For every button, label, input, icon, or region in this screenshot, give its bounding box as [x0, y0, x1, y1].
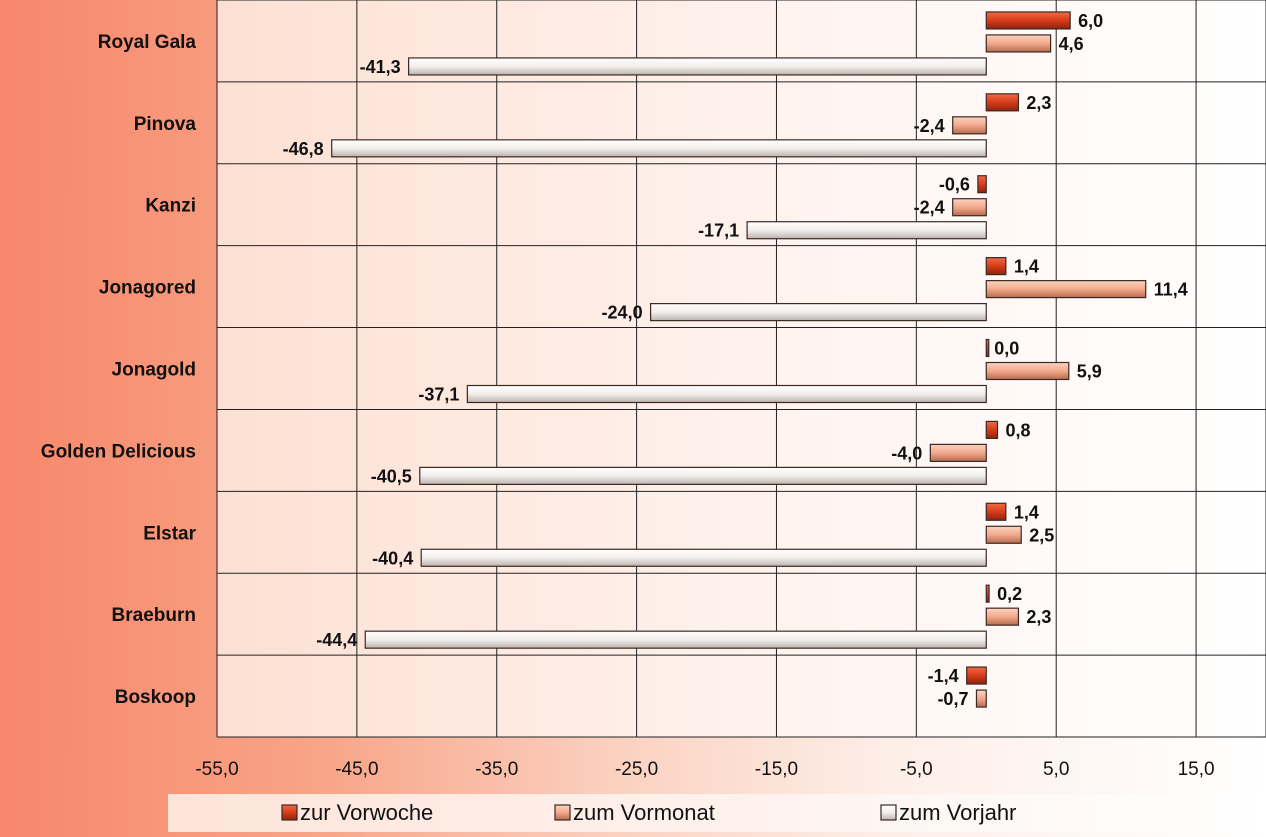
value-label: -2,4	[914, 116, 945, 136]
value-label: -0,7	[937, 689, 968, 709]
bar-zum-vorjahr	[466, 384, 987, 404]
category-label: Royal Gala	[98, 32, 197, 53]
x-tick-label: -35,0	[475, 759, 518, 780]
x-tick-label: -15,0	[755, 759, 798, 780]
value-label: 5,9	[1077, 362, 1102, 382]
bar-zum-vorjahr	[746, 221, 987, 240]
value-label: -2,4	[914, 198, 945, 218]
legend-label: zum Vormonat	[573, 800, 715, 825]
value-label: -4,0	[891, 443, 922, 463]
value-label: -41,3	[360, 57, 401, 77]
legend-swatch	[880, 804, 897, 821]
value-label: 6,0	[1078, 11, 1103, 31]
bar-zur-vorwoche	[985, 502, 1007, 521]
category-label: Kanzi	[145, 196, 196, 217]
legend-items: zur Vorwoche zum Vormonat zum Vorjahr	[281, 800, 1016, 825]
category-label: Jonagold	[112, 360, 196, 381]
value-label: 0,0	[994, 339, 1019, 359]
bar-zum-vormonat	[985, 280, 1147, 299]
value-label: -37,1	[418, 385, 459, 405]
x-tick-label: -55,0	[195, 759, 238, 780]
x-tick-label: -5,0	[900, 759, 933, 780]
legend-swatch	[281, 804, 298, 821]
value-label: -44,4	[316, 630, 357, 650]
bar-zum-vorjahr	[408, 57, 987, 76]
bar-zur-vorwoche	[985, 93, 1020, 112]
value-label: -46,8	[283, 139, 324, 159]
bar-zum-vorjahr	[331, 139, 987, 158]
bar-zum-vormonat	[929, 443, 987, 462]
grid-lines	[216, 0, 1266, 738]
bar-zum-vormonat	[975, 689, 987, 708]
bar-zum-vormonat	[952, 198, 987, 217]
category-labels: Royal Gala Pinova Kanzi Jonagored Jonagold Go…	[41, 32, 197, 708]
bar-zum-vorjahr	[419, 466, 987, 485]
bar-zum-vorjahr	[364, 630, 987, 649]
bar-zum-vorjahr	[649, 303, 987, 322]
value-label: 1,4	[1014, 257, 1039, 277]
value-label: 0,8	[1005, 420, 1030, 440]
legend-label: zur Vorwoche	[300, 800, 433, 825]
bar-zum-vormonat	[985, 607, 1020, 626]
value-label: -40,5	[371, 466, 412, 486]
value-label: -24,0	[602, 303, 643, 323]
bar-zur-vorwoche	[985, 257, 1007, 276]
value-label: 2,3	[1026, 607, 1051, 627]
bar-zur-vorwoche	[985, 338, 990, 358]
value-label: 0,2	[997, 584, 1022, 604]
category-label: Pinova	[134, 114, 197, 135]
bar-zur-vorwoche	[985, 420, 999, 439]
value-label: 2,3	[1026, 93, 1051, 113]
bar-zur-vorwoche	[966, 666, 987, 685]
x-tick-label: 15,0	[1178, 759, 1215, 780]
category-label: Jonagored	[99, 278, 196, 299]
x-tick-label: -25,0	[615, 759, 658, 780]
bar-zum-vormonat	[985, 34, 1052, 53]
value-label: 1,4	[1014, 502, 1039, 522]
plot-area	[217, 0, 1266, 737]
x-tick-label: 5,0	[1043, 759, 1069, 780]
legend	[168, 794, 1266, 832]
value-label: 4,6	[1059, 34, 1084, 54]
x-axis-tick-labels: -55,0 -45,0 -35,0 -25,0 -15,0 -5,0 5,0 15,0	[195, 759, 1214, 780]
value-label: 11,4	[1154, 280, 1188, 300]
bar-zur-vorwoche	[985, 11, 1071, 30]
bar-zur-vorwoche	[985, 584, 990, 603]
value-label: 2,5	[1029, 525, 1054, 545]
value-label: -17,1	[698, 221, 739, 241]
bar-zum-vormonat	[985, 525, 1022, 544]
category-label: Braeburn	[112, 605, 196, 626]
bar-zum-vorjahr	[420, 548, 987, 567]
value-label: -40,4	[372, 548, 413, 568]
x-tick-label: -45,0	[335, 759, 378, 780]
legend-label: zum Vorjahr	[899, 800, 1016, 825]
value-label: -0,6	[939, 175, 970, 195]
category-label: Elstar	[143, 523, 196, 544]
value-labels: 6,0 4,6 -41,3 2,3 -2,4 -46,8 -0,6 -2,4 -17,1 1,4 1…	[283, 11, 1188, 709]
legend-swatch	[554, 804, 571, 821]
bar-zum-vormonat	[952, 116, 987, 135]
value-label: -1,4	[928, 666, 959, 686]
bars	[331, 11, 1147, 708]
bar-zur-vorwoche	[977, 175, 987, 194]
category-label: Boskoop	[115, 687, 196, 708]
bar-zum-vormonat	[985, 361, 1070, 381]
category-label: Golden Delicious	[41, 441, 196, 462]
